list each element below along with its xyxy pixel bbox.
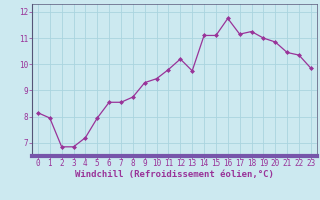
X-axis label: Windchill (Refroidissement éolien,°C): Windchill (Refroidissement éolien,°C) xyxy=(75,170,274,179)
